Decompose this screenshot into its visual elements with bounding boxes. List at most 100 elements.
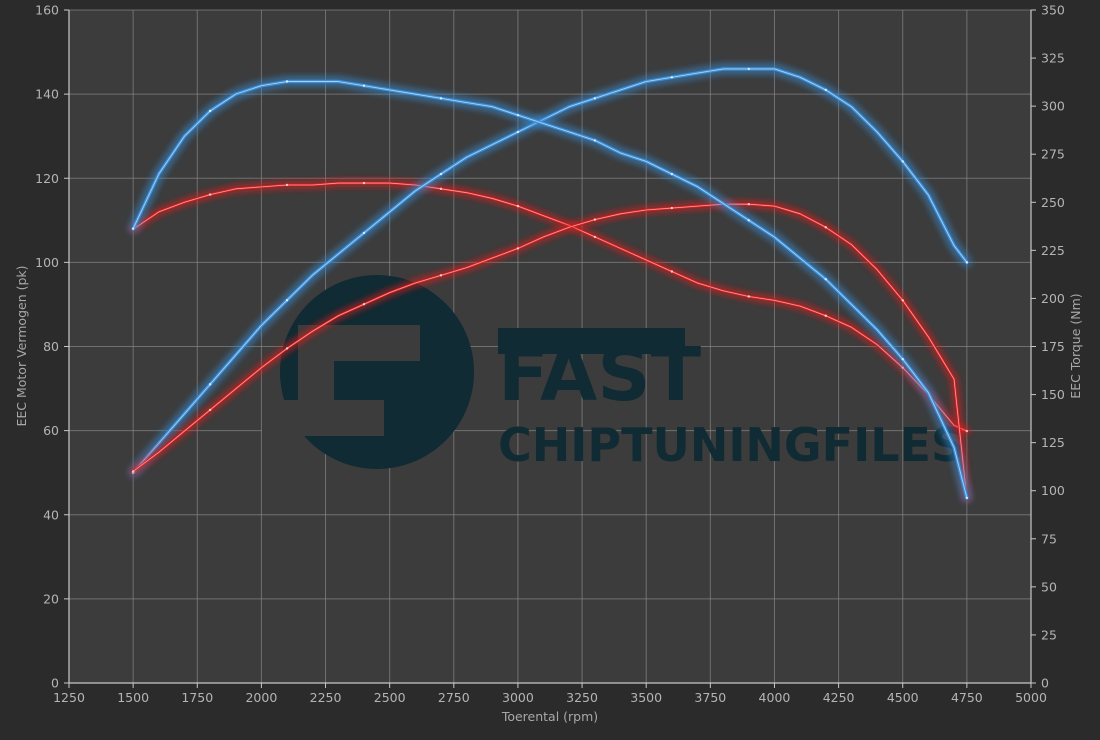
data-point-marker — [965, 261, 969, 264]
x-tick-label: 3250 — [566, 690, 598, 705]
x-tick-label: 2000 — [245, 690, 277, 705]
data-point-marker — [362, 181, 366, 185]
data-point-marker — [824, 226, 827, 229]
data-point-marker — [670, 172, 674, 176]
data-point-marker — [439, 187, 443, 191]
data-point-marker — [208, 383, 212, 386]
y2-tick-label: 325 — [1041, 51, 1065, 66]
data-point-marker — [516, 247, 520, 250]
series-core — [132, 182, 968, 432]
data-point-marker — [208, 408, 212, 412]
y-tick-label: 140 — [35, 87, 59, 102]
series-core — [132, 68, 968, 474]
y2-tick-label: 300 — [1041, 99, 1065, 114]
data-point-marker — [362, 303, 366, 306]
y-tick-label: 100 — [35, 255, 59, 270]
data-point-marker — [901, 357, 904, 361]
y2-tick-label: 75 — [1041, 531, 1057, 546]
series-1 — [129, 65, 971, 477]
y2-tick-label: 50 — [1041, 579, 1057, 594]
series-core — [132, 203, 968, 499]
x-tick-label: 4000 — [759, 690, 791, 705]
data-point-marker — [747, 203, 751, 206]
data-point-marker — [516, 113, 520, 117]
y-tick-label: 40 — [43, 507, 59, 522]
data-point-marker — [901, 366, 904, 369]
data-point-marker — [516, 130, 520, 134]
y2-tick-label: 125 — [1041, 435, 1065, 450]
logo-stem — [298, 325, 334, 436]
data-point-marker — [285, 299, 289, 302]
x-tick-label: 2250 — [310, 690, 342, 705]
data-point-marker — [285, 80, 289, 83]
y-tick-label: 60 — [43, 423, 59, 438]
y2-tick-label: 275 — [1041, 147, 1065, 162]
x-tick-label: 4250 — [823, 690, 855, 705]
data-point-marker — [131, 470, 135, 473]
x-tick-label: 4750 — [951, 690, 983, 705]
x-tick-label: 1500 — [117, 690, 149, 705]
data-point-marker — [439, 97, 443, 100]
logo-bar — [498, 328, 685, 354]
series-3 — [129, 78, 971, 502]
y-tick-label: 120 — [35, 171, 59, 186]
data-point-marker — [439, 274, 443, 277]
series-lines — [129, 65, 971, 502]
watermark-line2: CHIPTUNINGFILES — [498, 418, 964, 472]
data-point-marker — [747, 219, 751, 222]
x-tick-label: 2500 — [374, 690, 406, 705]
data-point-marker — [593, 139, 597, 142]
y2-axis-title: EEC Torque (Nm) — [1068, 293, 1083, 398]
data-point-marker — [593, 235, 597, 239]
series-0 — [130, 180, 970, 435]
y2-tick-label: 100 — [1041, 483, 1065, 498]
data-point-marker — [824, 314, 827, 317]
data-point-marker — [593, 97, 597, 100]
x-tick-label: 3500 — [630, 690, 662, 705]
y2-tick-label: 175 — [1041, 339, 1065, 354]
x-tick-label: 1750 — [181, 690, 213, 705]
y2-tick-label: 25 — [1041, 627, 1057, 642]
data-point-marker — [362, 231, 366, 235]
series-core — [132, 81, 968, 499]
data-point-marker — [208, 193, 212, 196]
x-tick-label: 2750 — [438, 690, 470, 705]
y2-tick-label: 225 — [1041, 243, 1065, 258]
y2-tick-label: 250 — [1041, 195, 1065, 210]
x-tick-label: 3000 — [502, 690, 534, 705]
data-point-marker — [670, 270, 674, 273]
watermark-logo: FAST CHIPTUNINGFILES — [262, 275, 964, 472]
data-point-marker — [747, 67, 751, 71]
y-axis-title: EEC Motor Vermogen (pk) — [14, 265, 29, 426]
x-tick-label: 4500 — [887, 690, 919, 705]
x-tick-label: 3750 — [694, 690, 726, 705]
y2-tick-label: 350 — [1041, 3, 1065, 18]
y-tick-label: 0 — [51, 676, 59, 691]
data-point-marker — [285, 183, 289, 187]
x-axis-title: Toerental (rpm) — [501, 709, 598, 724]
data-point-marker — [747, 295, 751, 298]
data-point-marker — [131, 227, 135, 230]
data-point-marker — [901, 299, 904, 302]
data-point-marker — [901, 160, 904, 163]
y2-tick-label: 200 — [1041, 291, 1065, 306]
data-point-marker — [439, 172, 443, 176]
watermark-line1: FAST — [498, 332, 702, 418]
y-tick-label: 160 — [35, 3, 59, 18]
x-tick-label: 5000 — [1015, 690, 1047, 705]
data-point-marker — [516, 204, 520, 208]
data-point-marker — [824, 278, 827, 281]
data-point-marker — [285, 347, 289, 350]
data-point-marker — [670, 206, 674, 210]
data-point-marker — [965, 429, 969, 433]
y2-tick-label: 0 — [1041, 676, 1049, 691]
data-point-marker — [593, 218, 597, 221]
data-point-marker — [362, 84, 366, 87]
data-point-marker — [670, 76, 674, 79]
data-point-marker — [965, 496, 969, 500]
data-point-marker — [208, 109, 212, 113]
y-tick-label: 80 — [43, 339, 59, 354]
y-tick-label: 20 — [43, 591, 59, 606]
